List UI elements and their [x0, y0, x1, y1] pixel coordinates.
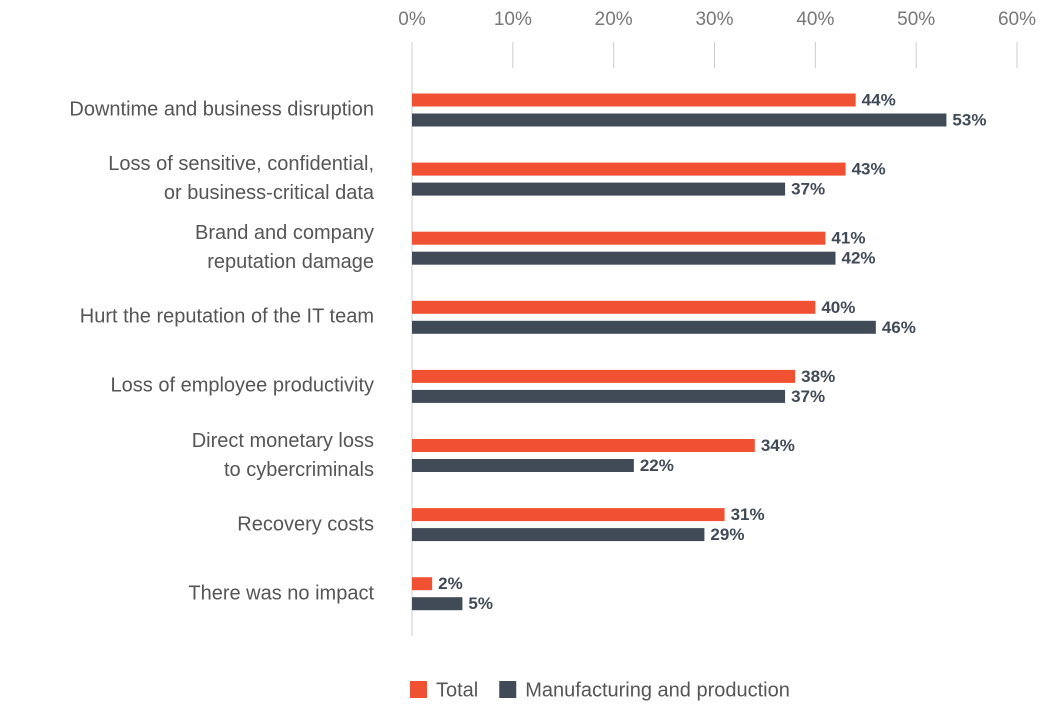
bar [412, 162, 846, 176]
bar [412, 93, 856, 107]
x-tick-label: 40% [796, 9, 834, 30]
x-tick-label: 10% [494, 9, 532, 30]
value-label: 44% [862, 90, 896, 109]
category-label: There was no impact [188, 582, 374, 605]
value-label: 40% [821, 298, 855, 317]
value-label: 46% [882, 318, 916, 337]
value-label: 22% [640, 456, 674, 475]
bar [412, 113, 947, 127]
category-label: Hurt the reputation of the IT team [79, 305, 374, 328]
value-label: 37% [791, 180, 825, 199]
category-label: Downtime and business disruption [69, 98, 374, 121]
value-label: 43% [852, 160, 886, 179]
bar [412, 320, 876, 334]
bar [412, 597, 463, 611]
legend-swatch [499, 681, 517, 698]
bar [412, 528, 705, 542]
value-label: 31% [731, 505, 765, 524]
category-label: Direct monetary loss to cybercriminals [191, 429, 374, 481]
bar [412, 389, 786, 403]
value-label: 38% [801, 367, 835, 386]
value-label: 29% [710, 525, 744, 544]
category-label: Loss of employee productivity [110, 374, 374, 397]
x-tick-label: 30% [695, 9, 733, 30]
value-label: 41% [831, 229, 865, 248]
value-label: 5% [468, 594, 493, 613]
legend-swatch [410, 681, 427, 698]
category-label: Recovery costs [237, 513, 374, 536]
value-label: 34% [761, 436, 795, 455]
value-label: 37% [791, 387, 825, 406]
bar [412, 459, 634, 472]
x-tick-label: 60% [998, 9, 1036, 30]
bar [412, 300, 816, 314]
x-tick-label: 0% [398, 9, 426, 30]
category-label: Loss of sensitive, confidential, or busi… [108, 153, 374, 205]
legend-label: Total [436, 679, 478, 701]
value-label: 2% [438, 574, 463, 593]
legend-label: Manufacturing and production [525, 679, 790, 701]
value-label: 42% [842, 249, 876, 268]
bar [412, 577, 433, 591]
bar [412, 508, 725, 522]
value-label: 53% [952, 110, 986, 129]
bar [412, 439, 755, 452]
bar [412, 231, 826, 245]
category-label: Brand and company reputation damage [194, 222, 374, 274]
x-tick-label: 20% [595, 9, 633, 30]
x-tick-label: 50% [897, 9, 935, 30]
bar [412, 182, 786, 196]
bar [412, 251, 836, 265]
bar [412, 369, 796, 383]
